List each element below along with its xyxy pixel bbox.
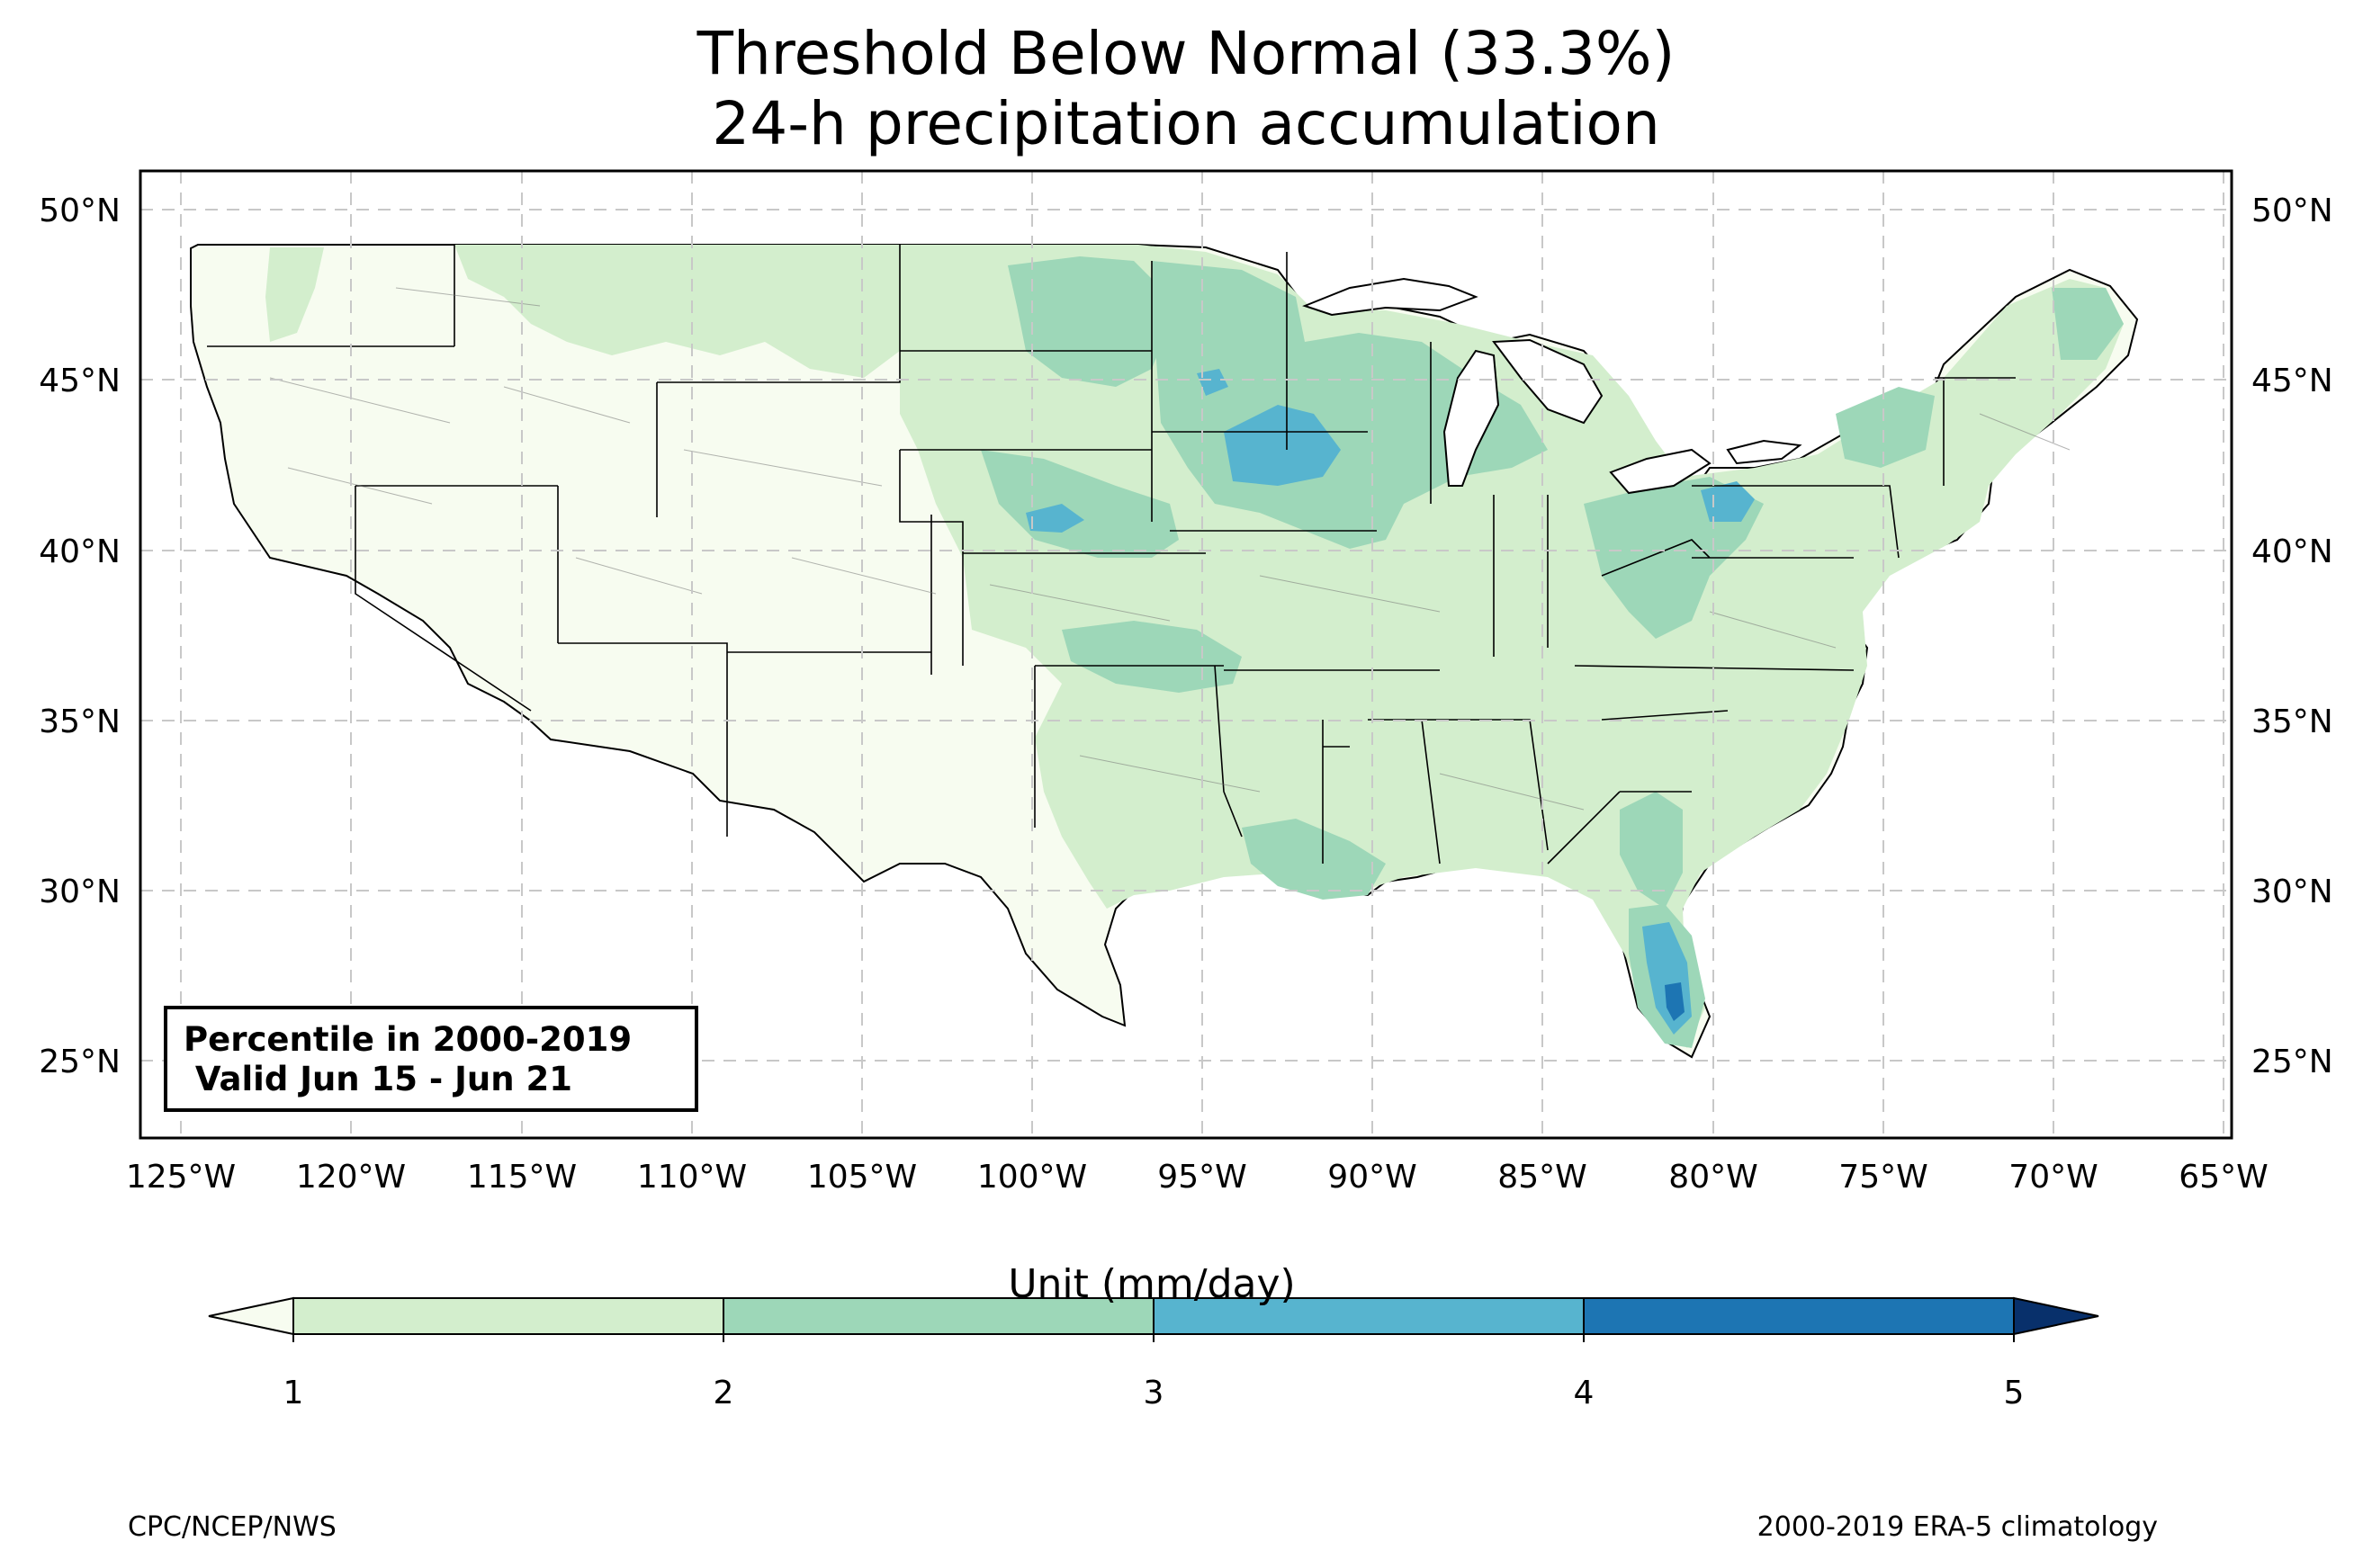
info-box-line2: Valid Jun 15 - Jun 21 (184, 1060, 572, 1098)
lon-tick-75w: 75°W (1838, 1159, 1927, 1196)
lon-tick-125w: 125°W (126, 1159, 236, 1196)
lat-tick-45n-right: 45°N (2251, 363, 2333, 399)
lat-tick-30n-right: 30°N (2251, 874, 2333, 910)
lon-tick-120w: 120°W (296, 1159, 406, 1196)
colorbar-label-1: 1 (283, 1375, 304, 1411)
lat-tick-40n-left: 40°N (39, 533, 121, 570)
lat-tick-25n-left: 25°N (39, 1044, 121, 1080)
map-content (140, 171, 2232, 1138)
precip-2-3-gulf (1242, 792, 1683, 909)
lat-tick-45n-left: 45°N (39, 363, 121, 399)
colorbar-bin-4-5 (1583, 1297, 2015, 1335)
lat-tick-50n-right: 50°N (2251, 193, 2333, 229)
lon-tick-95w: 95°W (1157, 1159, 1246, 1196)
precip-3-4-nebraska (1026, 504, 1084, 533)
precip-3-4-pennsylvania (1701, 481, 1755, 522)
info-box: Percentile in 2000-2019 Valid Jun 15 - J… (164, 1006, 698, 1112)
footer-climatology: 2000-2019 ERA-5 climatology (1757, 1511, 2158, 1543)
lon-tick-115w: 115°W (467, 1159, 577, 1196)
footer-source: CPC/NCEP/NWS (128, 1511, 337, 1543)
lon-tick-110w: 110°W (637, 1159, 747, 1196)
latitude-ticks-right: 50°N 45°N 40°N 35°N 30°N 25°N (2251, 193, 2333, 1080)
map-title-line2: 24-h precipitation accumulation (712, 89, 1660, 158)
colorbar-bin-3-4 (1153, 1297, 1585, 1335)
lat-tick-30n-left: 30°N (39, 874, 121, 910)
lon-tick-100w: 100°W (977, 1159, 1087, 1196)
colorbar-bin-2-3 (723, 1297, 1155, 1335)
map-title-line1: Threshold Below Normal (33.3%) (696, 19, 1676, 88)
precip-1-2-northwest (265, 245, 900, 378)
lat-tick-40n-right: 40°N (2251, 533, 2333, 570)
lon-tick-65w: 65°W (2179, 1159, 2268, 1196)
colorbar (208, 1296, 2099, 1342)
great-lakes (1302, 277, 1802, 495)
precip-3-4-minnesota (1197, 369, 1228, 396)
lat-tick-35n-right: 35°N (2251, 703, 2333, 740)
lon-tick-80w: 80°W (1668, 1159, 1757, 1196)
colorbar-label-3: 3 (1143, 1375, 1164, 1411)
lat-tick-50n-left: 50°N (39, 193, 121, 229)
map-frame (139, 169, 2233, 1140)
county-boundaries (269, 287, 2071, 811)
lat-tick-35n-left: 35°N (39, 703, 121, 740)
colorbar-label-4: 4 (1573, 1375, 1595, 1411)
colorbar-max-extension (2013, 1296, 2099, 1336)
info-box-line1: Percentile in 2000-2019 (184, 1020, 633, 1059)
lon-tick-85w: 85°W (1497, 1159, 1586, 1196)
colorbar-bin-1-2 (292, 1297, 724, 1335)
precip-2-3-dakotas (1008, 256, 1170, 387)
colorbar-label-5: 5 (2003, 1375, 2025, 1411)
precip-3-4-iowa (1224, 405, 1341, 486)
colorbar-label-2: 2 (713, 1375, 734, 1411)
latitude-ticks-left: 50°N 45°N 40°N 35°N 30°N 25°N (39, 193, 121, 1080)
precip-4-5-florida (1665, 982, 1685, 1021)
longitude-ticks: 125°W 120°W 115°W 110°W 105°W 100°W 95°W… (126, 1159, 2269, 1196)
lat-tick-25n-right: 25°N (2251, 1044, 2333, 1080)
lon-tick-105w: 105°W (807, 1159, 917, 1196)
colorbar-title: Unit (mm/day) (1008, 1261, 1296, 1307)
lon-tick-70w: 70°W (2008, 1159, 2098, 1196)
lon-tick-90w: 90°W (1327, 1159, 1416, 1196)
